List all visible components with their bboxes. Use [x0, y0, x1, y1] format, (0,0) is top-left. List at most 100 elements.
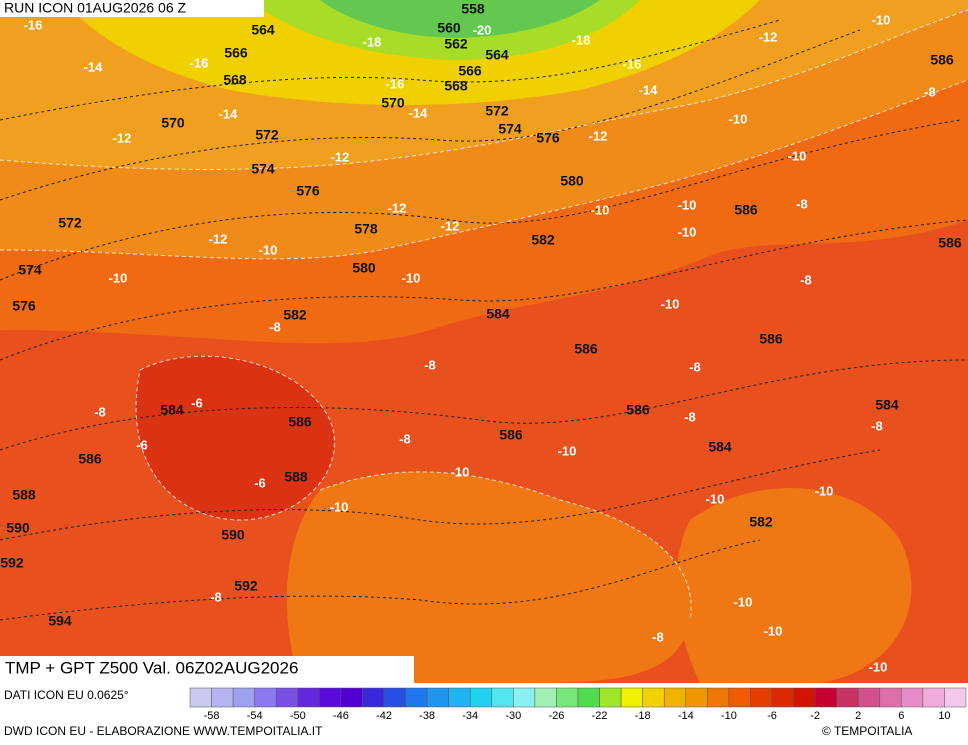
- temperature-label: -16: [386, 76, 405, 91]
- temperature-label: -10: [330, 499, 349, 514]
- scale-swatch: [857, 687, 881, 708]
- gpt-label: 592: [234, 578, 258, 594]
- scale-swatch: [707, 687, 730, 708]
- temperature-label: -10: [706, 491, 725, 506]
- gpt-label: 560: [437, 20, 461, 36]
- scale-swatch: [879, 687, 902, 708]
- scale-swatch: [297, 687, 320, 708]
- credits: DWD ICON EU - ELABORAZIONE WWW.TEMPOITAL…: [4, 724, 323, 738]
- gpt-label: 574: [18, 262, 42, 278]
- gpt-label: 576: [12, 298, 36, 314]
- temperature-label: -12: [388, 200, 407, 215]
- temperature-label: -10: [451, 464, 470, 479]
- scale-swatch: [448, 687, 471, 708]
- scale-swatch: [469, 687, 493, 708]
- scale-swatch: [491, 687, 514, 708]
- scale-label: -46: [333, 710, 349, 722]
- gpt-label: 582: [749, 514, 773, 530]
- temperature-label: -8: [269, 319, 281, 334]
- scale-swatch: [663, 687, 687, 708]
- temperature-label: -14: [84, 59, 104, 74]
- source-label: DATI ICON EU 0.0625°: [4, 688, 129, 702]
- scale-swatch: [254, 687, 277, 708]
- scale-swatch: [319, 687, 342, 708]
- gpt-label: 570: [161, 115, 185, 131]
- gpt-label: 570: [381, 95, 405, 111]
- gpt-label: 564: [485, 47, 509, 63]
- scale-label: -22: [592, 710, 608, 722]
- scale-label: -58: [204, 710, 220, 722]
- temperature-label: -8: [684, 409, 696, 424]
- temperature-label: -12: [113, 130, 132, 145]
- scale-swatch: [232, 687, 255, 708]
- temperature-label: -16: [190, 55, 209, 70]
- scale-label: 6: [898, 710, 904, 722]
- scale-swatch: [189, 687, 212, 708]
- temperature-label: -10: [764, 623, 783, 638]
- temperature-label: -16: [24, 17, 43, 32]
- gpt-label: 572: [58, 215, 82, 231]
- gpt-label: 572: [255, 127, 279, 143]
- temperature-label: -8: [210, 589, 222, 604]
- scale-swatch: [577, 687, 600, 708]
- gpt-label: 586: [734, 202, 758, 218]
- temperature-label: -10: [259, 242, 278, 257]
- scale-label: -42: [376, 710, 392, 722]
- gpt-label: 566: [224, 45, 248, 61]
- scale-label: -2: [810, 710, 820, 722]
- scale-swatch: [211, 687, 234, 708]
- gpt-label: 584: [486, 306, 510, 322]
- title-box: [0, 656, 414, 683]
- temperature-label: -10: [734, 594, 753, 609]
- scale-swatch: [728, 687, 751, 708]
- scale-swatch: [383, 687, 406, 708]
- gpt-label: 568: [223, 72, 247, 88]
- scale-label: -26: [548, 710, 564, 722]
- gpt-label: 592: [0, 555, 24, 571]
- temperature-label: -10: [872, 12, 891, 27]
- temperature-label: -14: [409, 105, 429, 120]
- temperature-label: -10: [402, 270, 421, 285]
- gpt-label: 588: [284, 469, 308, 485]
- temperature-label: -12: [441, 218, 460, 233]
- temperature-label: -10: [661, 296, 680, 311]
- gpt-label: 586: [938, 235, 962, 251]
- temperature-label: -8: [871, 418, 883, 433]
- temperature-label: -18: [363, 34, 382, 49]
- scale-swatch: [534, 687, 557, 708]
- scale-swatch: [426, 687, 449, 708]
- temperature-label: -10: [869, 659, 888, 674]
- temperature-label: -16: [623, 56, 642, 71]
- gpt-label: 594: [48, 613, 72, 629]
- gpt-label: 586: [499, 427, 523, 443]
- temperature-label: -8: [689, 359, 701, 374]
- gpt-label: 578: [354, 221, 378, 237]
- temperature-label: -14: [639, 82, 659, 97]
- temperature-label: -10: [729, 111, 748, 126]
- temperature-label: -6: [191, 395, 203, 410]
- scale-swatch: [793, 687, 816, 708]
- gpt-label: 586: [930, 52, 954, 68]
- gpt-label: 562: [444, 36, 468, 52]
- scale-swatch: [642, 687, 665, 708]
- temperature-label: -10: [591, 202, 610, 217]
- scale-swatch: [750, 687, 773, 708]
- temperature-label: -18: [572, 32, 591, 47]
- gpt-label: 582: [531, 232, 555, 248]
- temperature-label: -8: [424, 357, 436, 372]
- gpt-label: 574: [251, 161, 275, 177]
- scale-swatch: [340, 687, 363, 708]
- isolines: [0, 19, 968, 621]
- copyright: © TEMPOITALIA: [822, 724, 912, 738]
- gpt-label: 584: [160, 402, 184, 418]
- scale-label: -10: [721, 710, 737, 722]
- temperature-label: -8: [652, 629, 664, 644]
- scale-label: -6: [767, 710, 777, 722]
- temperature-label: -10: [558, 443, 577, 458]
- scale-swatch: [901, 687, 924, 708]
- header-box: [0, 0, 264, 17]
- temperature-label: -20: [473, 22, 492, 37]
- scale-label: -54: [247, 710, 263, 722]
- gpt-label: 586: [759, 331, 783, 347]
